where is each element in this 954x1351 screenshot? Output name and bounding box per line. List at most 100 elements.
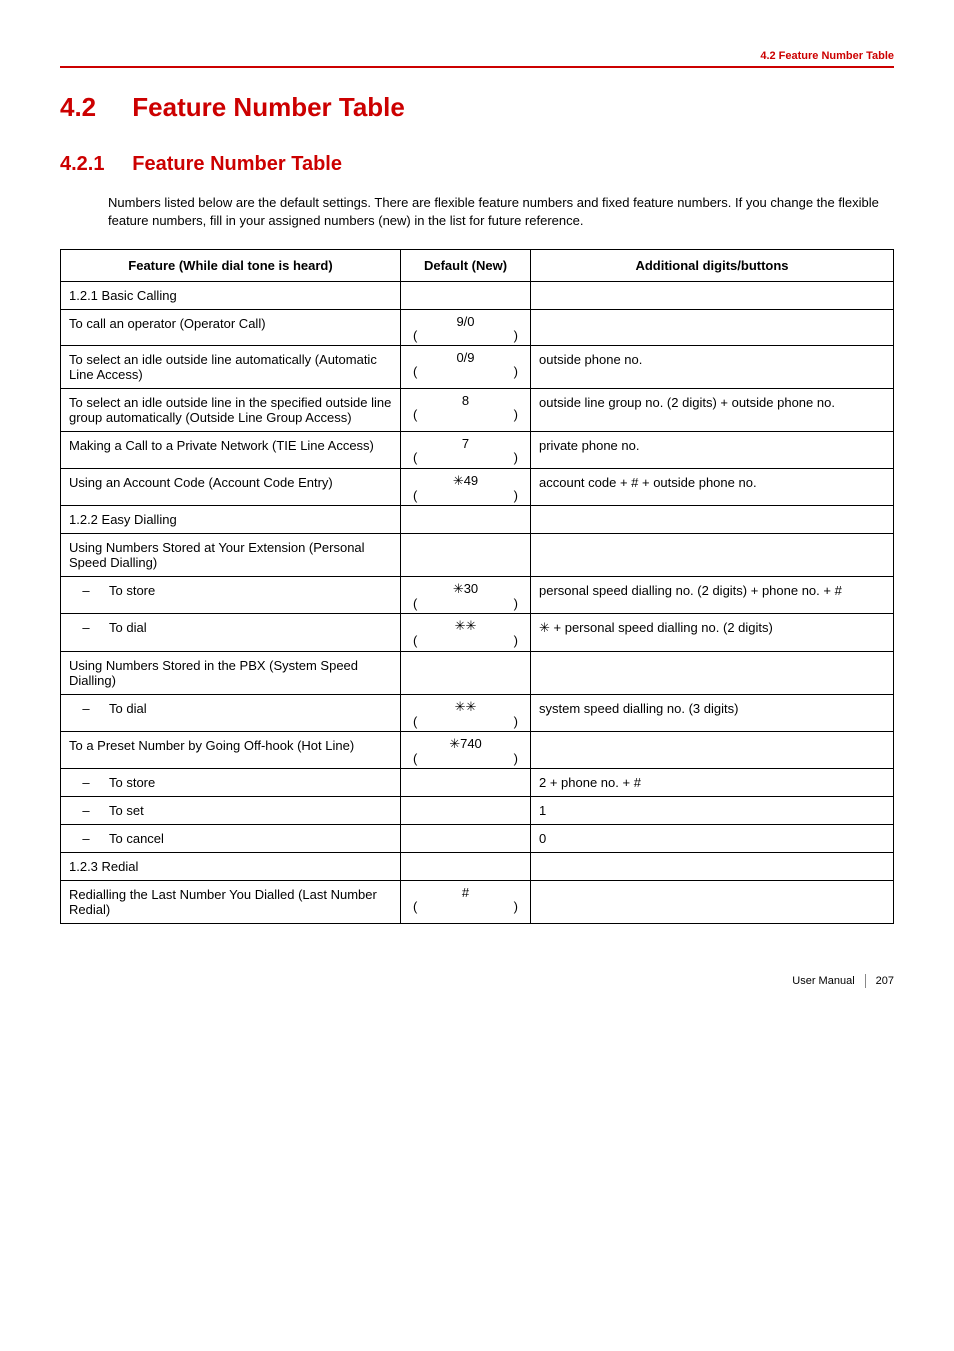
paren-open: ( xyxy=(413,900,417,914)
table-section-row: 1.2.2 Easy Dialling xyxy=(61,505,894,533)
additional-cell: personal speed dialling no. (2 digits) +… xyxy=(531,576,894,613)
table-row: To select an idle outside line in the sp… xyxy=(61,389,894,432)
default-cell: ✳︎49() xyxy=(401,468,531,505)
default-value: 9/0 xyxy=(405,314,526,329)
feature-cell: To select an idle outside line in the sp… xyxy=(61,389,401,432)
empty-cell xyxy=(531,282,894,310)
paren-close: ) xyxy=(514,451,518,465)
feature-text: To dial xyxy=(109,701,147,716)
feature-text: To store xyxy=(109,775,155,790)
additional-cell: 2 + phone no. + # xyxy=(531,769,894,797)
feature-cell: To select an idle outside line automatic… xyxy=(61,346,401,389)
default-cell xyxy=(401,769,531,797)
feature-cell: –To dial xyxy=(61,694,401,731)
table-row: Redialling the Last Number You Dialled (… xyxy=(61,881,894,924)
section-label-cell: 1.2.2 Easy Dialling xyxy=(61,505,401,533)
table-row: Making a Call to a Private Network (TIE … xyxy=(61,432,894,468)
paren-close: ) xyxy=(514,365,518,379)
additional-cell: ✳︎ + personal speed dialling no. (2 digi… xyxy=(531,614,894,651)
default-value: ✳︎✳︎ xyxy=(405,699,526,715)
default-new-slot: () xyxy=(405,408,526,422)
default-cell: #() xyxy=(401,881,531,924)
empty-cell xyxy=(401,505,531,533)
default-new-slot: () xyxy=(405,489,526,503)
additional-cell: outside line group no. (2 digits) + outs… xyxy=(531,389,894,432)
additional-cell: private phone no. xyxy=(531,432,894,468)
default-new-slot: () xyxy=(405,715,526,729)
dash-bullet: – xyxy=(69,803,109,818)
default-cell xyxy=(401,533,531,576)
additional-cell xyxy=(531,731,894,768)
default-cell: 9/0() xyxy=(401,310,531,346)
paren-open: ( xyxy=(413,752,417,766)
additional-cell xyxy=(531,310,894,346)
table-row: To a Preset Number by Going Off-hook (Ho… xyxy=(61,731,894,768)
default-cell: ✳︎✳︎() xyxy=(401,614,531,651)
h1-text: Feature Number Table xyxy=(132,92,405,122)
additional-cell: account code + # + outside phone no. xyxy=(531,468,894,505)
table-header-row: Feature (While dial tone is heard) Defau… xyxy=(61,250,894,282)
paren-close: ) xyxy=(514,715,518,729)
h2-text: Feature Number Table xyxy=(132,153,342,175)
dash-bullet: – xyxy=(69,775,109,790)
paren-open: ( xyxy=(413,329,417,343)
paren-open: ( xyxy=(413,597,417,611)
h1-number: 4.2 xyxy=(60,92,96,122)
table-row: Using Numbers Stored at Your Extension (… xyxy=(61,533,894,576)
table-row: –To dial✳︎✳︎() system speed dialling no. … xyxy=(61,694,894,731)
table-section-row: 1.2.3 Redial xyxy=(61,853,894,881)
section-label-cell: 1.2.3 Redial xyxy=(61,853,401,881)
additional-cell: 0 xyxy=(531,825,894,853)
paren-close: ) xyxy=(514,634,518,648)
footer-separator xyxy=(865,974,866,988)
default-new-slot: () xyxy=(405,900,526,914)
paren-open: ( xyxy=(413,634,417,648)
additional-cell xyxy=(531,533,894,576)
table-row: –To cancel 0 xyxy=(61,825,894,853)
feature-cell: To a Preset Number by Going Off-hook (Ho… xyxy=(61,731,401,768)
default-new-slot: () xyxy=(405,451,526,465)
default-value: ✳︎49 xyxy=(405,473,526,489)
paren-close: ) xyxy=(514,900,518,914)
feature-cell: –To store xyxy=(61,576,401,613)
feature-cell: To call an operator (Operator Call) xyxy=(61,310,401,346)
default-new-slot: () xyxy=(405,752,526,766)
paren-open: ( xyxy=(413,408,417,422)
feature-cell: –To set xyxy=(61,797,401,825)
default-new-slot: () xyxy=(405,634,526,648)
header-section-label: 4.2 Feature Number Table xyxy=(60,50,894,62)
default-cell: ✳︎740() xyxy=(401,731,531,768)
feature-cell: Making a Call to a Private Network (TIE … xyxy=(61,432,401,468)
dash-bullet: – xyxy=(69,620,109,635)
th-additional: Additional digits/buttons xyxy=(531,250,894,282)
additional-cell: system speed dialling no. (3 digits) xyxy=(531,694,894,731)
additional-cell: 1 xyxy=(531,797,894,825)
default-cell xyxy=(401,825,531,853)
th-default: Default (New) xyxy=(401,250,531,282)
empty-cell xyxy=(401,853,531,881)
page-title: 4.2 Feature Number Table xyxy=(60,92,894,123)
paren-open: ( xyxy=(413,489,417,503)
paren-open: ( xyxy=(413,365,417,379)
feature-text: To set xyxy=(109,803,144,818)
additional-cell xyxy=(531,651,894,694)
feature-cell: Using Numbers Stored in the PBX (System … xyxy=(61,651,401,694)
paren-open: ( xyxy=(413,715,417,729)
table-row: Using an Account Code (Account Code Entr… xyxy=(61,468,894,505)
footer-page-number: 207 xyxy=(876,975,894,987)
default-cell xyxy=(401,797,531,825)
feature-text: To store xyxy=(109,583,155,598)
default-new-slot: () xyxy=(405,329,526,343)
feature-text: To dial xyxy=(109,620,147,635)
feature-cell: Using Numbers Stored at Your Extension (… xyxy=(61,533,401,576)
dash-bullet: – xyxy=(69,831,109,846)
default-cell: 7() xyxy=(401,432,531,468)
dash-bullet: – xyxy=(69,583,109,598)
default-new-slot: () xyxy=(405,597,526,611)
footer-manual-label: User Manual xyxy=(792,975,854,987)
table-row: To call an operator (Operator Call)9/0() xyxy=(61,310,894,346)
default-value: ✳︎740 xyxy=(405,736,526,752)
paren-open: ( xyxy=(413,451,417,465)
default-value: 7 xyxy=(405,436,526,451)
feature-cell: –To cancel xyxy=(61,825,401,853)
